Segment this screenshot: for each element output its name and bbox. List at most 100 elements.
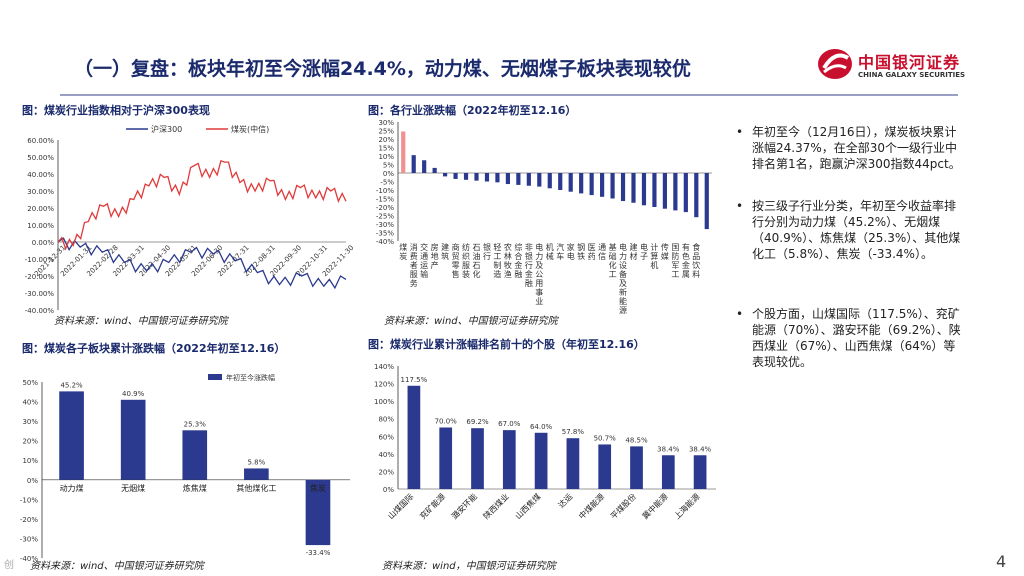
x-tick-label: 金 [525,269,533,279]
x-tick-label: 设 [619,260,627,270]
legend-swatch [208,374,222,380]
x-tick-label: 源 [619,306,627,315]
bar [432,167,437,173]
x-tick-label: 电 [619,242,627,252]
x-tick-label: 建 [441,242,449,252]
x-tick-label: 通 [598,242,606,252]
x-tick-label: 纺 [462,242,470,252]
bar [598,444,612,489]
legend-label: 年初至今涨跌幅 [226,373,275,382]
y-tick-label: 50% [22,379,38,387]
series-line [57,159,347,251]
bar [526,173,531,186]
x-tick-label: 工 [671,270,679,279]
y-tick-label: 10% [22,457,38,465]
x-tick-label: 汽 [556,242,564,252]
x-tick-label: 传 [661,242,669,252]
data-label: 64.0% [530,423,553,431]
x-tick-label: 行 [483,251,491,261]
legend-label: 煤炭(中信) [231,124,269,134]
x-tick-label: 综 [514,242,522,252]
logo-text-cn: 中国银河证券 [858,53,961,72]
x-tick-label: 品 [692,252,700,261]
y-tick-label: -40% [20,555,38,563]
bar [502,430,516,489]
legend-label: 沪深300 [151,124,182,134]
x-tick-label: 化 [609,260,617,270]
chart-industry-returns: 30%25%20%15%10%5%0%-5%-10%-15%-20%-25%-3… [376,119,712,315]
y-tick-label: 40% [378,451,394,459]
data-label: 117.5% [401,376,428,384]
x-tick-label: 能 [619,296,627,306]
data-label: 25.3% [184,420,207,428]
x-tick-label: 上海能源 [672,491,702,521]
y-tick-label: -40.00% [25,307,55,315]
x-tick-label: 械 [546,251,554,261]
chart-index-vs-hs300: 60.00% 50.00% 40.00% 30.00% 20.00% 10.00% 0.00… [25,124,356,315]
y-tick-label: -20.00% [25,273,55,281]
x-tick-label: 融 [514,269,522,279]
bar [534,432,548,489]
y-tick-label: 0.00% [32,239,55,247]
x-tick-label: 家 [567,242,575,252]
bar [610,173,615,199]
data-label: 5.8% [247,458,265,466]
x-tick-label: 力 [535,251,543,261]
x-tick-label: 冀中能源 [640,491,670,521]
bar [305,479,331,546]
y-tick-label: 10.00% [27,222,54,230]
x-tick-label: 动力煤 [60,483,84,493]
y-tick-label: 10% [378,153,394,161]
company-logo: 中国银河证券 CHINA GALAXY SECURITIES [816,46,966,86]
x-tick-label: 陕西煤业 [481,491,511,521]
bar [568,173,573,192]
x-tick-label: 贸 [452,251,460,261]
y-tick-label: -10% [376,187,394,195]
x-tick-label: 石 [473,243,481,252]
x-tick-label: 输 [420,269,428,279]
x-tick-label: 机 [546,242,554,252]
x-tick-label: 牧 [504,260,512,270]
x-tick-label: 电 [535,242,543,252]
page-number: 4 [996,552,1007,571]
x-tick-label: 山西焦煤 [513,491,543,521]
bar [630,446,643,489]
chart-coal-subsectors: 50% 40% 30% 20% 10% 0% -10% -20% -30% -40% 年初至今涨跌幅… [20,373,350,563]
x-tick-label: 材 [630,251,638,261]
bar [694,173,699,218]
x-tick-label: 筑 [441,251,449,261]
logo-text-en: CHINA GALAXY SECURITIES [858,71,966,79]
y-tick-label: -10% [20,496,38,504]
watermark: 创 [4,560,14,571]
x-tick-label: 医 [588,243,596,252]
x-tick-label: 金 [682,260,690,270]
x-tick-label: 行 [525,260,533,270]
bar [182,430,208,480]
x-tick-label: 车 [556,251,564,261]
x-tick-label: 工 [609,270,617,279]
x-tick-label: 服 [410,270,418,279]
galaxy-logo-icon [818,49,852,79]
bar [579,173,584,194]
bar [401,131,406,173]
x-tick-label: 基 [609,242,617,252]
x-tick-label: 电 [567,251,575,261]
bar [439,427,453,489]
y-tick-label: -10.00% [25,256,55,264]
x-tick-label: 建 [630,242,638,252]
x-tick-label: 药 [588,251,596,261]
chart4-title: 图：煤炭行业累计涨幅排名前十的个股（年初至12.16） [368,338,645,351]
x-tick-label: 煤 [399,242,407,252]
x-tick-label: 兖矿能源 [417,491,447,521]
x-tick-label: 公 [535,270,543,279]
x-tick-label: 达运 [556,491,574,509]
x-tick-label: 油 [473,251,481,261]
bar [641,173,647,206]
x-tick-label: 商 [452,242,460,252]
bar [484,173,490,182]
y-tick-label: -5% [380,179,394,187]
x-tick-label: 及 [619,279,627,288]
chart1-title: 图：煤炭行业指数相对于沪深300表现 [22,104,210,117]
bar [600,173,605,197]
x-tick-label: 轻 [493,242,501,252]
